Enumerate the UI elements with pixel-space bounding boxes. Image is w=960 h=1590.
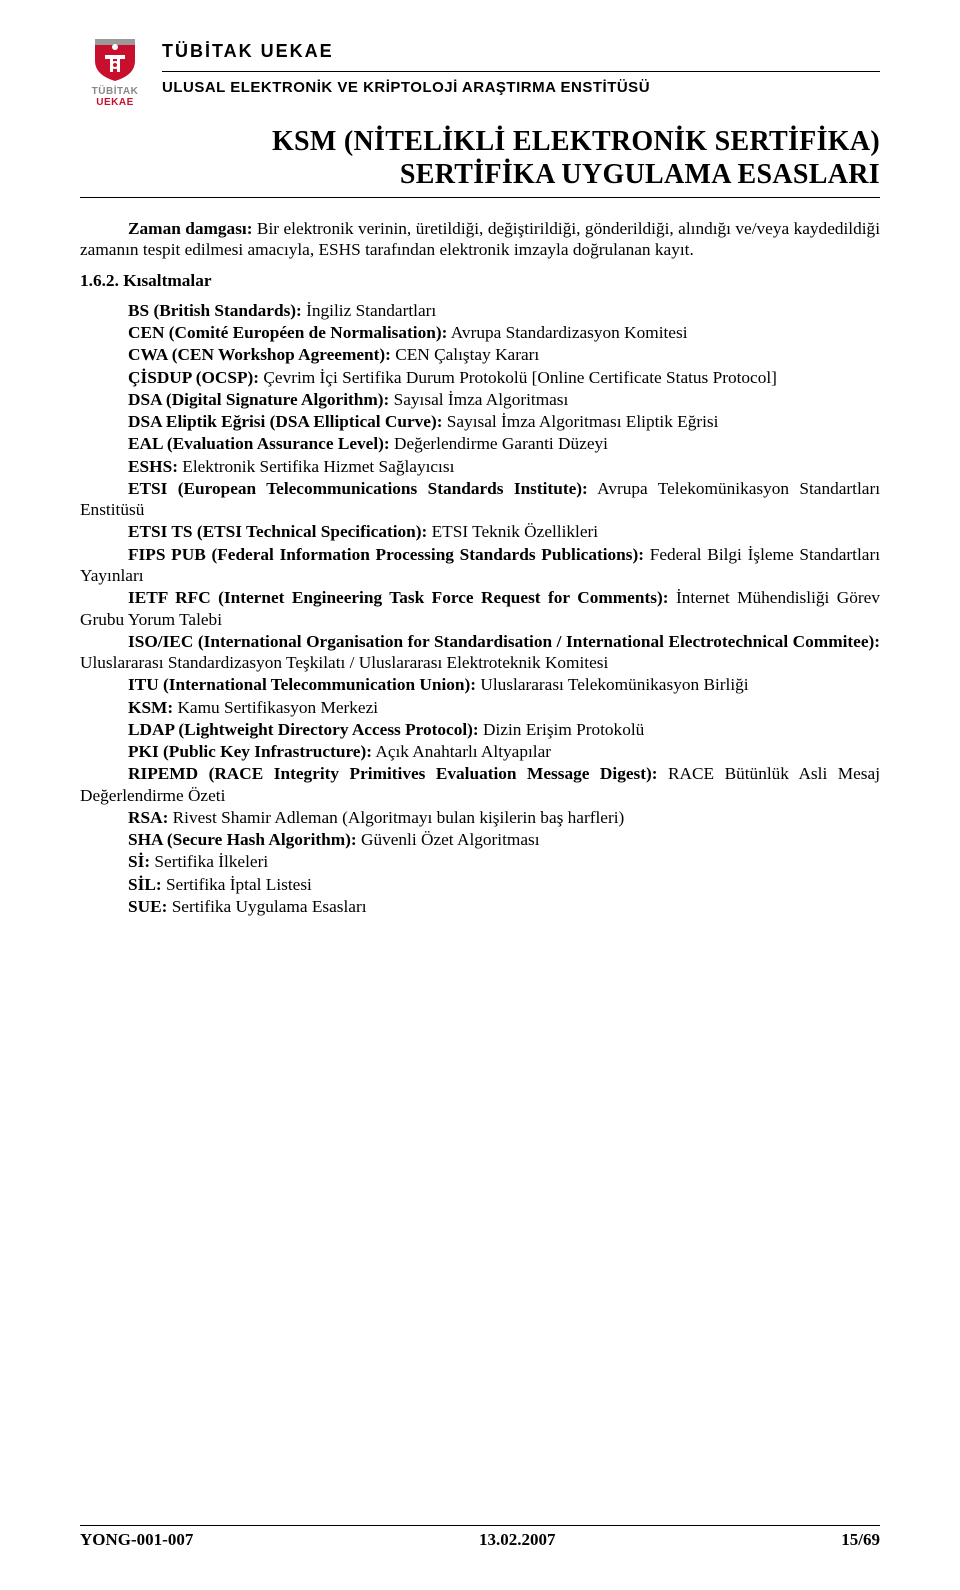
abbreviation-entry: ÇİSDUP (OCSP): Çevrim İçi Sertifika Duru… <box>80 367 880 388</box>
section-heading: 1.6.2. Kısaltmalar <box>80 270 880 291</box>
abbreviation-entry: RSA: Rivest Shamir Adleman (Algoritmayı … <box>80 807 880 828</box>
abbreviation-term: ISO/IEC (International Organisation for … <box>128 632 880 651</box>
abbreviation-entry: DSA (Digital Signature Algorithm): Sayıs… <box>80 389 880 410</box>
abbreviation-definition: Kamu Sertifikasyon Merkezi <box>173 698 378 717</box>
abbreviation-entry: SİL: Sertifika İptal Listesi <box>80 874 880 895</box>
abbreviation-entry: SUE: Sertifika Uygulama Esasları <box>80 896 880 917</box>
abbreviation-term: EAL (Evaluation Assurance Level): <box>128 434 390 453</box>
abbreviation-term: ÇİSDUP (OCSP): <box>128 368 259 387</box>
abbreviation-definition: Uluslararası Telekomünikasyon Birliği <box>476 675 749 694</box>
abbreviation-term: KSM: <box>128 698 173 717</box>
abbreviation-term: IETF RFC (Internet Engineering Task Forc… <box>128 588 668 607</box>
abbreviation-definition: Avrupa Standardizasyon Komitesi <box>447 323 687 342</box>
abbreviation-term: DSA (Digital Signature Algorithm): <box>128 390 389 409</box>
abbreviation-term: SUE: <box>128 897 167 916</box>
footer-page-number: 15/69 <box>841 1530 880 1550</box>
abbreviation-term: Sİ: <box>128 852 150 871</box>
abbreviation-definition: Değerlendirme Garanti Düzeyi <box>390 434 608 453</box>
abbreviation-definition: Sayısal İmza Algoritması Eliptik Eğrisi <box>442 412 718 431</box>
title-line-1: KSM (NİTELİKLİ ELEKTRONİK SERTİFİKA) <box>80 126 880 158</box>
abbreviation-entry: ITU (International Telecommunication Uni… <box>80 674 880 695</box>
abbreviation-definition: Dizin Erişim Protokolü <box>479 720 645 739</box>
logo-shield-icon <box>91 35 139 83</box>
footer-document-code: YONG-001-007 <box>80 1530 193 1550</box>
body-content: Zaman damgası: Bir elektronik verinin, ü… <box>80 218 880 917</box>
logo-word-2: UEKAE <box>96 97 134 108</box>
abbreviation-entry: DSA Eliptik Eğrisi (DSA Elliptical Curve… <box>80 411 880 432</box>
abbreviation-term: ETSI TS (ETSI Technical Specification): <box>128 522 427 541</box>
header: TÜBİTAK UEKAE TÜBİTAK UEKAE ULUSAL ELEKT… <box>80 35 880 108</box>
abbreviation-term: SİL: <box>128 875 162 894</box>
footer-date: 13.02.2007 <box>479 1530 556 1550</box>
abbreviation-entry: FIPS PUB (Federal Information Processing… <box>80 544 880 587</box>
abbreviation-definition: Açık Anahtarlı Altyapılar <box>372 742 551 761</box>
abbreviation-definition: Elektronik Sertifika Hizmet Sağlayıcısı <box>178 457 454 476</box>
abbreviation-definition: Sayısal İmza Algoritması <box>389 390 568 409</box>
logo-wordline: TÜBİTAK <box>92 86 139 97</box>
abbreviation-entry: CWA (CEN Workshop Agreement): CEN Çalışt… <box>80 344 880 365</box>
abbreviation-entry: ISO/IEC (International Organisation for … <box>80 631 880 674</box>
abbreviation-term: CWA (CEN Workshop Agreement): <box>128 345 391 364</box>
abbreviation-entry: RIPEMD (RACE Integrity Primitives Evalua… <box>80 763 880 806</box>
document-title: KSM (NİTELİKLİ ELEKTRONİK SERTİFİKA) SER… <box>80 126 880 191</box>
abbreviation-list: BS (British Standards): İngiliz Standart… <box>80 300 880 917</box>
abbreviation-entry: LDAP (Lightweight Directory Access Proto… <box>80 719 880 740</box>
abbreviation-term: CEN (Comité Européen de Normalisation): <box>128 323 447 342</box>
abbreviation-entry: Sİ: Sertifika İlkeleri <box>80 851 880 872</box>
abbreviation-term: SHA (Secure Hash Algorithm): <box>128 830 357 849</box>
org-subtitle: ULUSAL ELEKTRONİK VE KRİPTOLOJİ ARAŞTIRM… <box>162 79 880 96</box>
org-block: TÜBİTAK UEKAE ULUSAL ELEKTRONİK VE KRİPT… <box>162 35 880 96</box>
abbreviation-definition: ETSI Teknik Özellikleri <box>427 522 598 541</box>
abbreviation-term: LDAP (Lightweight Directory Access Proto… <box>128 720 479 739</box>
intro-term: Zaman damgası: <box>128 219 252 238</box>
abbreviation-entry: CEN (Comité Européen de Normalisation): … <box>80 322 880 343</box>
abbreviation-term: RIPEMD (RACE Integrity Primitives Evalua… <box>128 764 658 783</box>
page: TÜBİTAK UEKAE TÜBİTAK UEKAE ULUSAL ELEKT… <box>0 0 960 1590</box>
abbreviation-entry: EAL (Evaluation Assurance Level): Değerl… <box>80 433 880 454</box>
logo-wordline-2: UEKAE <box>96 97 134 108</box>
footer: YONG-001-007 13.02.2007 15/69 <box>80 1525 880 1550</box>
abbreviation-entry: SHA (Secure Hash Algorithm): Güvenli Öze… <box>80 829 880 850</box>
abbreviation-entry: KSM: Kamu Sertifikasyon Merkezi <box>80 697 880 718</box>
abbreviation-definition: CEN Çalıştay Kararı <box>391 345 539 364</box>
abbreviation-definition: Rivest Shamir Adleman (Algoritmayı bulan… <box>168 808 624 827</box>
abbreviation-definition: Sertifika Uygulama Esasları <box>167 897 366 916</box>
abbreviation-term: PKI (Public Key Infrastructure): <box>128 742 372 761</box>
footer-divider <box>80 1525 880 1526</box>
abbreviation-definition: Sertifika İptal Listesi <box>162 875 312 894</box>
abbreviation-definition: Uluslararası Standardizasyon Teşkilatı /… <box>80 653 608 672</box>
abbreviation-term: ITU (International Telecommunication Uni… <box>128 675 476 694</box>
abbreviation-term: BS (British Standards): <box>128 301 302 320</box>
logo-word-1: TÜBİTAK <box>92 86 139 97</box>
logo: TÜBİTAK UEKAE <box>80 35 150 108</box>
abbreviation-definition: Sertifika İlkeleri <box>150 852 268 871</box>
abbreviation-term: FIPS PUB (Federal Information Processing… <box>128 545 644 564</box>
abbreviation-entry: ETSI (European Telecommunications Standa… <box>80 478 880 521</box>
abbreviation-term: ETSI (European Telecommunications Standa… <box>128 479 588 498</box>
abbreviation-entry: ESHS: Elektronik Sertifika Hizmet Sağlay… <box>80 456 880 477</box>
footer-row: YONG-001-007 13.02.2007 15/69 <box>80 1530 880 1550</box>
abbreviation-entry: ETSI TS (ETSI Technical Specification): … <box>80 521 880 542</box>
title-line-2: SERTİFİKA UYGULAMA ESASLARI <box>80 159 880 191</box>
intro-paragraph: Zaman damgası: Bir elektronik verinin, ü… <box>80 218 880 261</box>
abbreviation-entry: IETF RFC (Internet Engineering Task Forc… <box>80 587 880 630</box>
title-divider <box>80 197 880 198</box>
abbreviation-definition: İngiliz Standartları <box>302 301 436 320</box>
abbreviation-definition: Güvenli Özet Algoritması <box>357 830 540 849</box>
abbreviation-term: RSA: <box>128 808 168 827</box>
org-name: TÜBİTAK UEKAE <box>162 41 880 62</box>
abbreviation-term: ESHS: <box>128 457 178 476</box>
abbreviation-term: DSA Eliptik Eğrisi (DSA Elliptical Curve… <box>128 412 442 431</box>
abbreviation-definition: Çevrim İçi Sertifika Durum Protokolü [On… <box>259 368 777 387</box>
header-divider <box>162 71 880 72</box>
abbreviation-entry: PKI (Public Key Infrastructure): Açık An… <box>80 741 880 762</box>
abbreviation-entry: BS (British Standards): İngiliz Standart… <box>80 300 880 321</box>
